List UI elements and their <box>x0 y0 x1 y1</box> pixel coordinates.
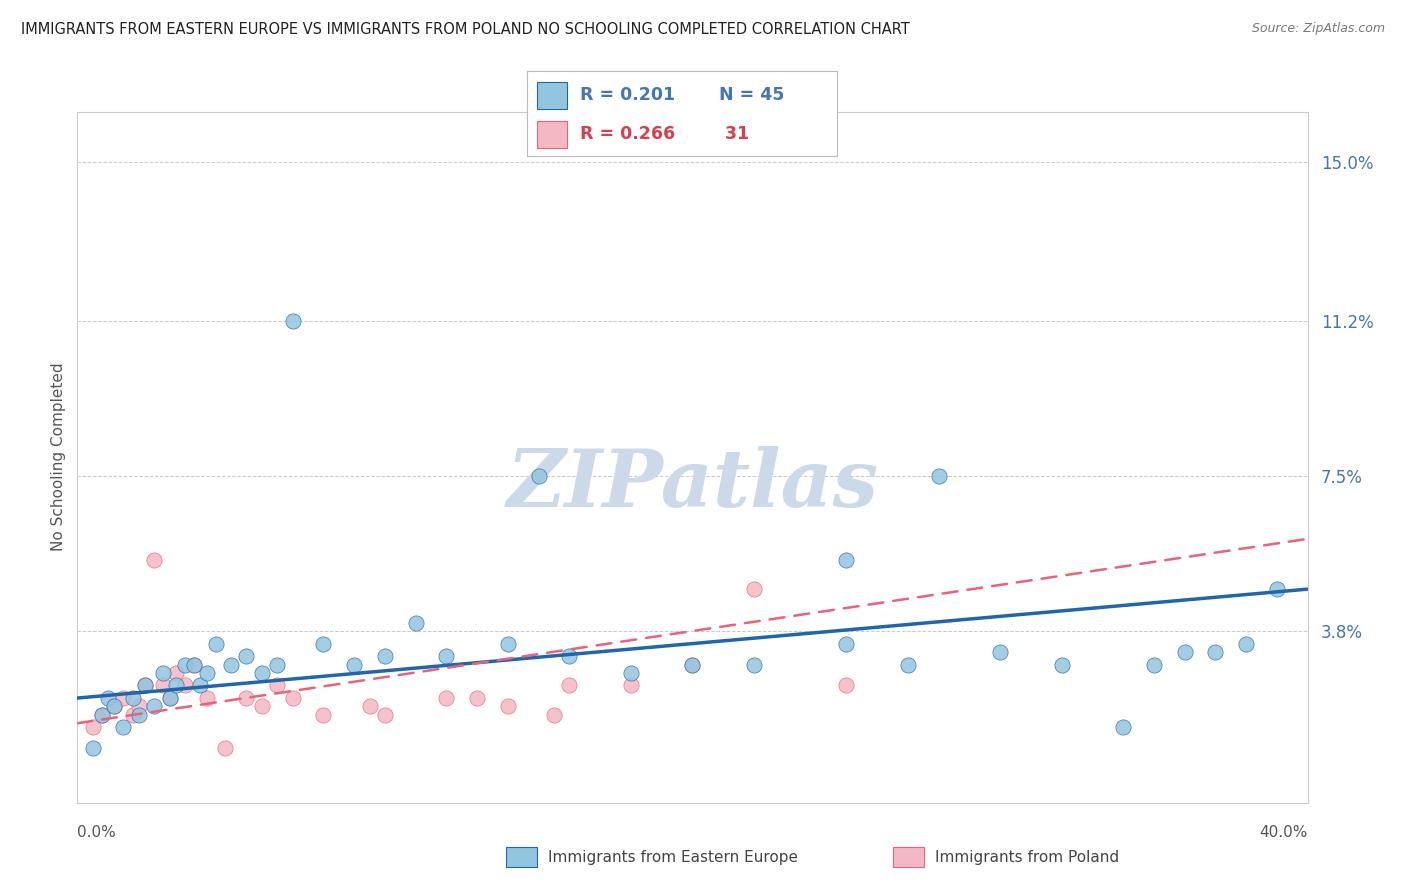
Point <box>188 678 212 692</box>
Point <box>103 699 125 714</box>
Point <box>496 637 519 651</box>
Text: 40.0%: 40.0% <box>1260 825 1308 840</box>
Point <box>90 707 114 722</box>
Point <box>266 678 288 692</box>
Point <box>82 741 104 756</box>
Text: 0.0%: 0.0% <box>77 825 117 840</box>
Point <box>1112 720 1135 734</box>
Point <box>897 657 920 672</box>
Point <box>928 469 950 483</box>
Point <box>112 720 135 734</box>
Point <box>112 691 135 706</box>
Point <box>183 657 205 672</box>
Text: R = 0.266: R = 0.266 <box>579 125 675 143</box>
Point <box>214 741 236 756</box>
Point <box>543 707 565 722</box>
Point <box>1204 645 1226 659</box>
Point <box>465 691 488 706</box>
Point <box>143 699 166 714</box>
Point <box>152 665 174 680</box>
Point <box>195 691 218 706</box>
Point <box>1143 657 1166 672</box>
Point <box>195 665 218 680</box>
Text: Immigrants from Eastern Europe: Immigrants from Eastern Europe <box>548 850 799 864</box>
Text: R = 0.201: R = 0.201 <box>579 87 675 104</box>
Point <box>121 691 143 706</box>
Point <box>152 678 174 692</box>
Point <box>128 707 150 722</box>
Point <box>128 699 150 714</box>
Point <box>558 678 581 692</box>
Point <box>835 678 858 692</box>
Point <box>620 665 643 680</box>
Point <box>1234 637 1257 651</box>
Point <box>250 665 273 680</box>
Point <box>682 657 704 672</box>
Point <box>103 699 125 714</box>
Point <box>165 678 187 692</box>
Point <box>281 314 304 328</box>
FancyBboxPatch shape <box>537 120 568 147</box>
Point <box>374 707 396 722</box>
Point <box>143 553 166 567</box>
Point <box>405 615 427 630</box>
Point <box>165 665 187 680</box>
Point <box>204 637 226 651</box>
Point <box>134 678 156 692</box>
Point <box>250 699 273 714</box>
Point <box>496 699 519 714</box>
Point <box>312 637 335 651</box>
Point <box>436 649 458 664</box>
Point <box>312 707 335 722</box>
Point <box>1174 645 1197 659</box>
Y-axis label: No Schooling Completed: No Schooling Completed <box>51 363 66 551</box>
Text: Source: ZipAtlas.com: Source: ZipAtlas.com <box>1251 22 1385 36</box>
Point <box>121 707 143 722</box>
Point <box>558 649 581 664</box>
Point <box>527 469 550 483</box>
Point <box>742 582 765 596</box>
Point <box>174 678 197 692</box>
Point <box>97 691 120 706</box>
Point <box>359 699 381 714</box>
Point <box>682 657 704 672</box>
Point <box>134 678 156 692</box>
Text: Immigrants from Poland: Immigrants from Poland <box>935 850 1119 864</box>
Point <box>235 691 257 706</box>
Point <box>343 657 366 672</box>
Point <box>374 649 396 664</box>
Point <box>742 657 765 672</box>
Point <box>159 691 181 706</box>
Point <box>436 691 458 706</box>
Point <box>159 691 181 706</box>
Point <box>82 720 104 734</box>
FancyBboxPatch shape <box>537 81 568 109</box>
Text: IMMIGRANTS FROM EASTERN EUROPE VS IMMIGRANTS FROM POLAND NO SCHOOLING COMPLETED : IMMIGRANTS FROM EASTERN EUROPE VS IMMIGR… <box>21 22 910 37</box>
Point <box>281 691 304 706</box>
Point <box>90 707 114 722</box>
Point <box>174 657 197 672</box>
Point <box>1265 582 1288 596</box>
Point <box>620 678 643 692</box>
Point <box>835 553 858 567</box>
Text: ZIPatlas: ZIPatlas <box>506 446 879 524</box>
Point <box>235 649 257 664</box>
Point <box>266 657 288 672</box>
Text: 31: 31 <box>718 125 749 143</box>
Point <box>219 657 242 672</box>
Text: N = 45: N = 45 <box>718 87 785 104</box>
Point <box>183 657 205 672</box>
Point <box>1050 657 1073 672</box>
Point <box>835 637 858 651</box>
Point <box>988 645 1011 659</box>
